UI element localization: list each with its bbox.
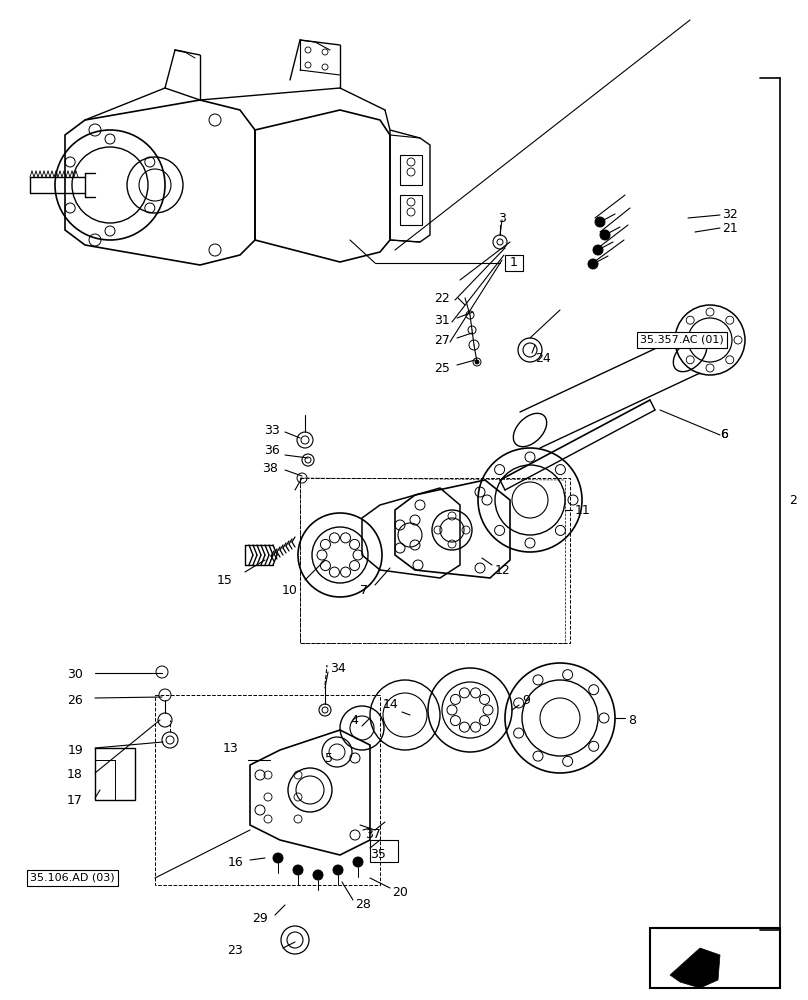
Text: 29: 29 [252, 912, 268, 924]
Text: 24: 24 [535, 352, 551, 364]
Text: 11: 11 [575, 504, 591, 516]
Text: 33: 33 [264, 424, 280, 436]
Text: 23: 23 [227, 944, 243, 956]
Text: 7: 7 [360, 584, 368, 596]
Text: 12: 12 [495, 564, 511, 576]
Text: 31: 31 [434, 314, 450, 326]
Text: 2: 2 [789, 493, 797, 506]
Text: 6: 6 [720, 428, 728, 442]
Text: 25: 25 [434, 361, 450, 374]
Text: 22: 22 [434, 292, 450, 304]
Bar [155, 695, 380, 885]
Text: 13: 13 [222, 742, 238, 754]
Text: 16: 16 [227, 856, 243, 868]
Text: 28: 28 [355, 898, 371, 912]
Circle shape [333, 865, 343, 875]
Circle shape [588, 259, 598, 269]
Text: 8: 8 [628, 714, 636, 726]
Bar [505, 255, 523, 271]
Text: 4: 4 [350, 714, 358, 726]
Text: 34: 34 [330, 662, 346, 674]
Text: 36: 36 [264, 444, 280, 456]
Circle shape [313, 870, 323, 880]
Text: 30: 30 [67, 668, 83, 682]
Circle shape [600, 230, 610, 240]
Text: 38: 38 [262, 462, 278, 475]
Bar [300, 478, 570, 643]
Text: 32: 32 [722, 209, 738, 222]
Bar [400, 195, 422, 225]
Text: 3: 3 [498, 212, 506, 225]
Circle shape [293, 865, 303, 875]
Text: 5: 5 [325, 752, 333, 764]
Text: 20: 20 [392, 886, 408, 898]
Text: 10: 10 [282, 584, 298, 596]
Text: 19: 19 [67, 744, 83, 756]
Circle shape [353, 857, 363, 867]
Bar [95, 748, 135, 800]
Bar [400, 155, 422, 185]
Circle shape [273, 853, 283, 863]
Text: 1: 1 [510, 256, 518, 269]
Text: 35.106.AD (03): 35.106.AD (03) [30, 873, 115, 883]
Text: 35: 35 [370, 848, 386, 861]
Text: 21: 21 [722, 222, 738, 234]
Text: 18: 18 [67, 768, 83, 782]
Circle shape [593, 245, 603, 255]
Bar [650, 928, 780, 988]
Text: 35.357.AC (01): 35.357.AC (01) [640, 335, 724, 345]
Text: 27: 27 [434, 334, 450, 347]
Text: 37: 37 [365, 828, 381, 842]
Text: 14: 14 [382, 698, 398, 712]
Text: 15: 15 [217, 574, 233, 586]
Circle shape [595, 217, 605, 227]
Text: 17: 17 [67, 794, 83, 806]
Text: 26: 26 [67, 694, 83, 706]
Circle shape [475, 360, 479, 364]
Bar [370, 840, 398, 862]
Text: 9: 9 [522, 694, 530, 706]
Polygon shape [670, 948, 720, 988]
Text: 6: 6 [720, 428, 728, 442]
